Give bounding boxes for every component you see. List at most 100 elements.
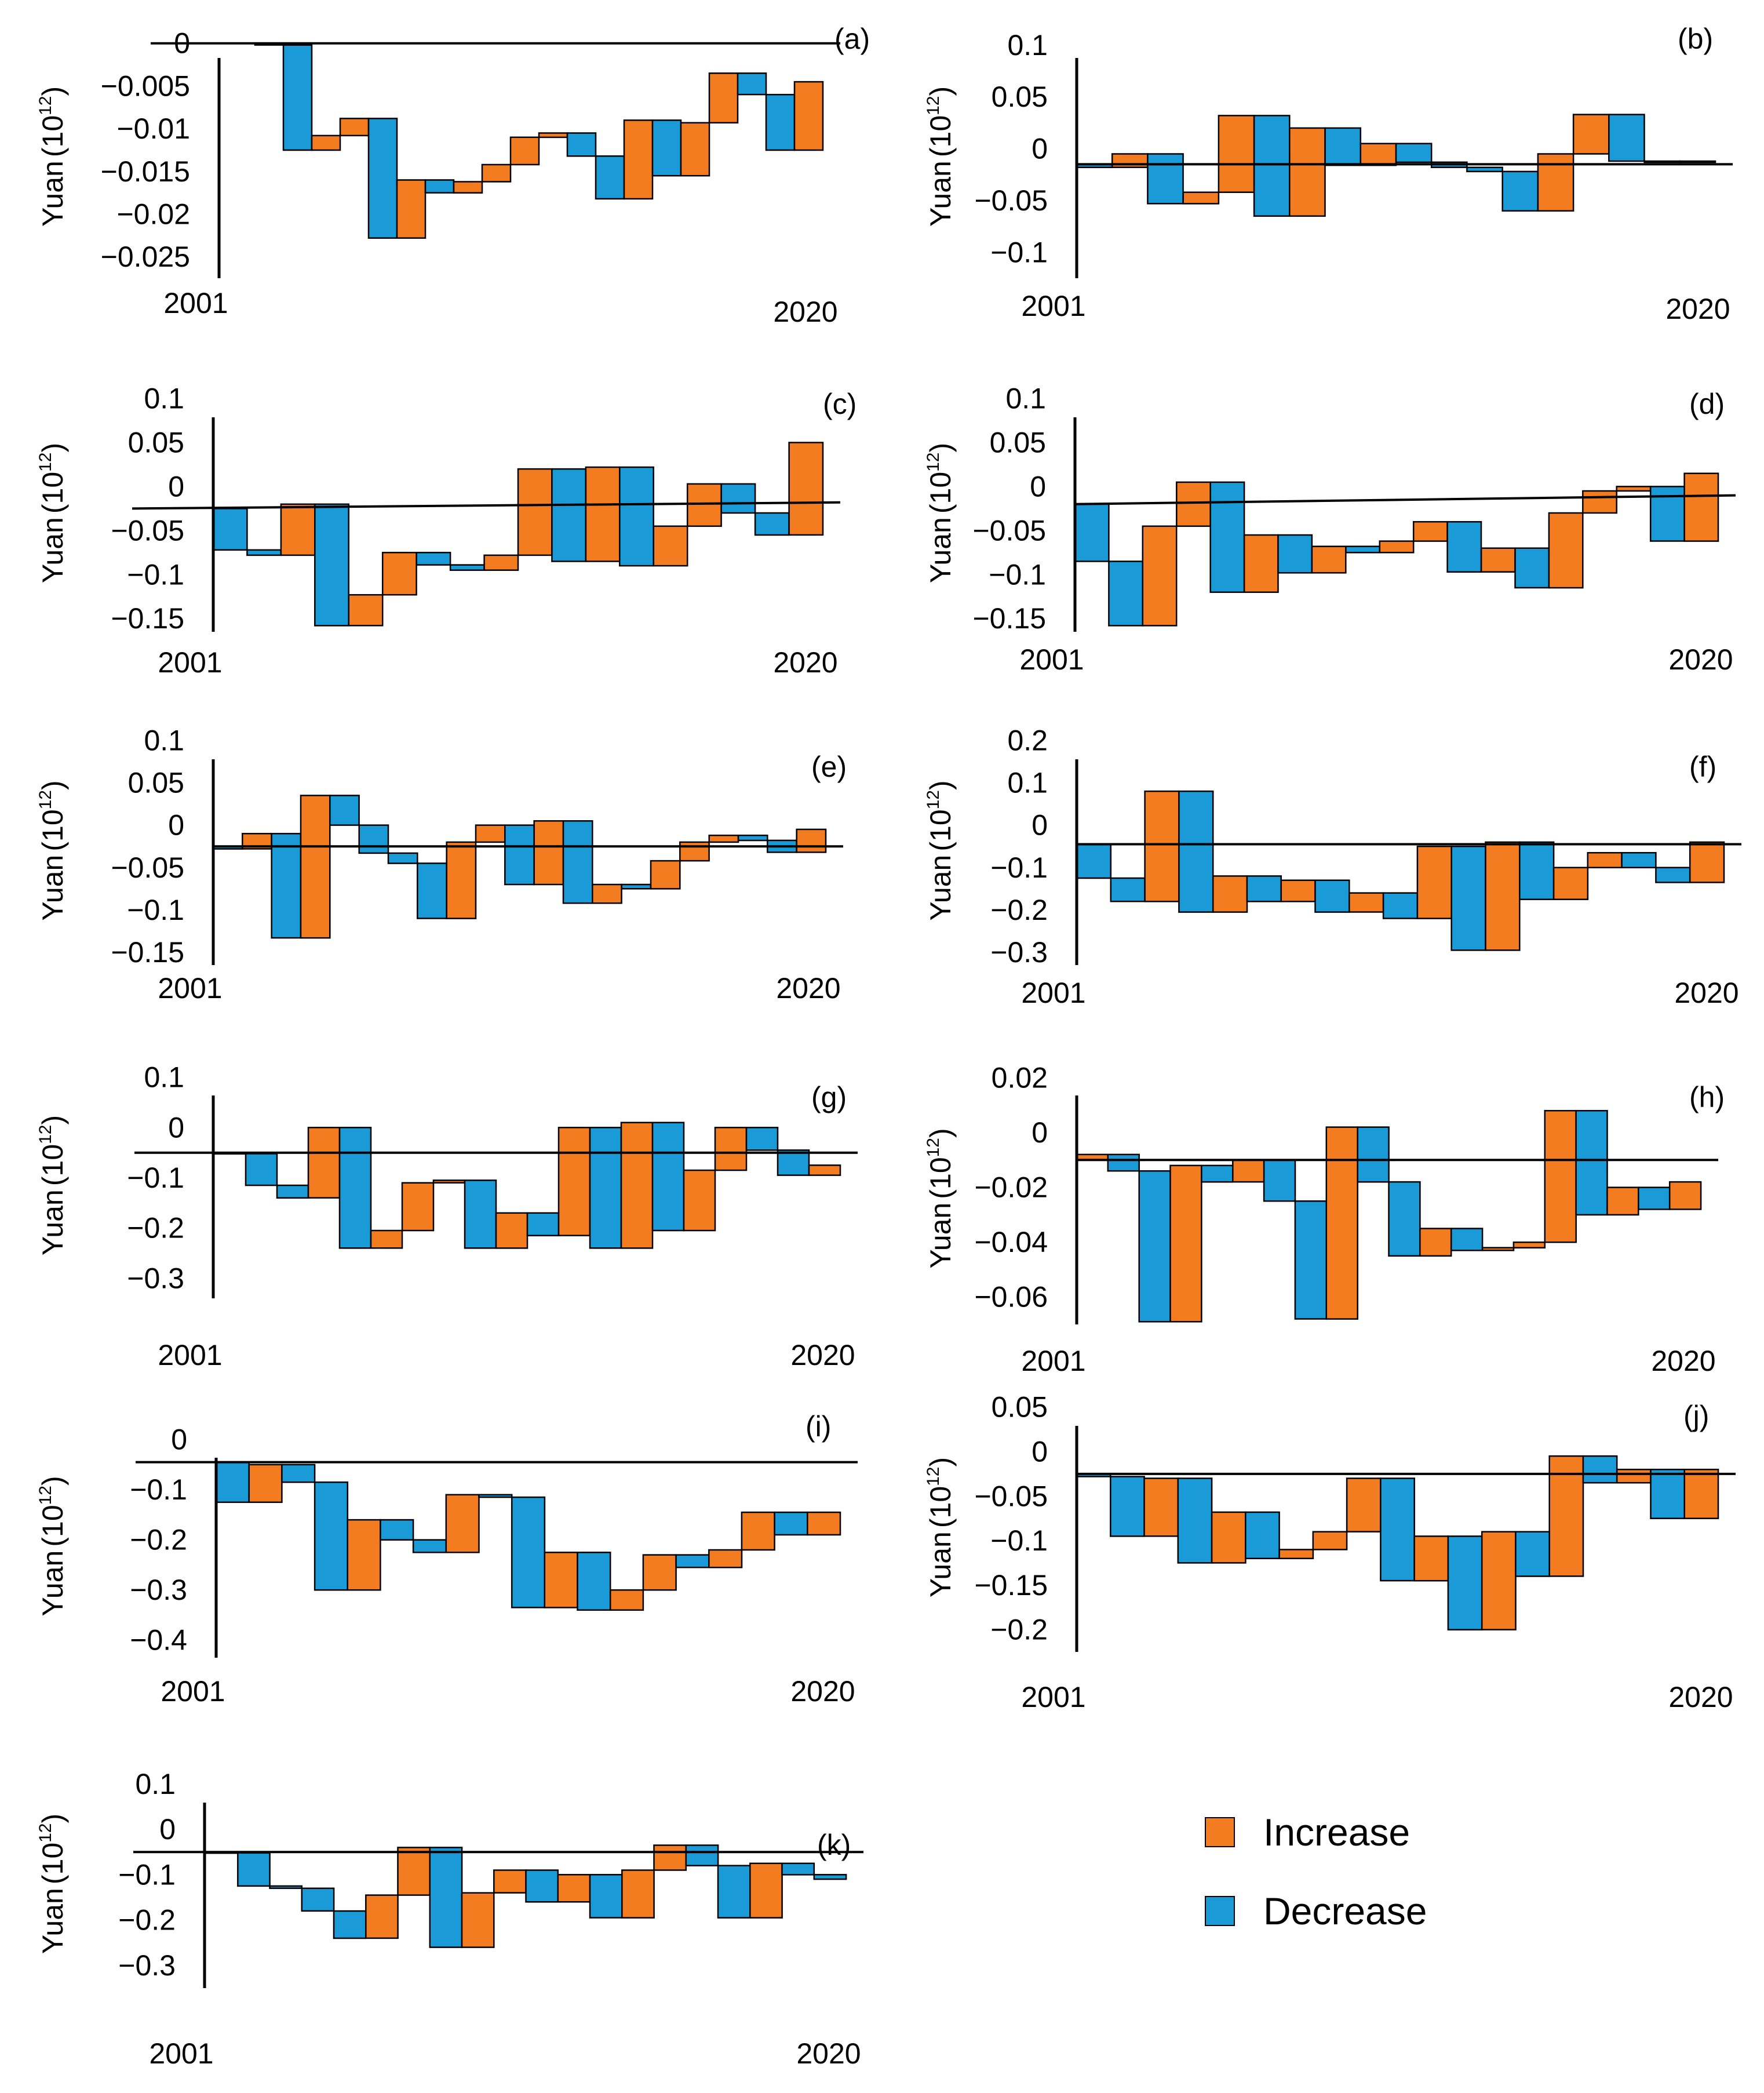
bar-f-9-increase [1348,892,1384,913]
bar-d-7-decrease [1277,534,1313,574]
x-tick-label-end-i: 2020 [790,1675,855,1708]
bar-i-3-decrease [281,1464,316,1483]
bar-j-10-decrease [1380,1477,1415,1582]
y-tick-label-h: −0.02 [974,1171,1048,1204]
bar-i-6-decrease [380,1519,414,1541]
x-tick-label-end-b: 2020 [1665,293,1730,325]
bar-c-3-increase [280,503,316,556]
y-axis-title-close: ) [924,86,957,96]
panel-label-g: (g) [811,1081,847,1113]
legend: Increase Decrease [1205,1811,1427,1932]
bar-k-8-decrease [429,1847,463,1948]
bar-d-5-decrease [1209,481,1245,593]
bar-i-4-decrease [314,1481,349,1591]
y-tick-label-a: −0.02 [116,198,190,231]
bar-i-10-decrease [511,1496,546,1608]
y-tick-label-i: −0.2 [130,1524,187,1556]
y-tick-label-e: −0.15 [111,936,184,969]
panel-label-d: (d) [1689,388,1725,420]
y-tick-label-b: 0.1 [1007,29,1048,61]
y-axis-title-exponent: 12 [36,1823,55,1843]
bar-e-21-increase [796,828,827,853]
bar-e-9-increase [446,841,477,919]
panel-k: 0.1 0 −0.1 −0.2 −0.3 (k) 2001 2020 Yuan (1012) [36,1768,863,2070]
panel-g: 0.1 0 −0.1 −0.2 −0.3 (g) 2001 2020 Yuan(1012) [36,1061,858,1371]
y-axis-title-text: Yuan [924,1531,957,1597]
y-axis-title-f: Yuan (1012) [924,780,957,920]
bar-b-5-increase [1218,115,1255,193]
panel-label-a: (a) [834,23,870,55]
y-tick-label-j: −0.1 [990,1524,1048,1557]
bar-f-8-decrease [1314,879,1350,913]
bar-b-10-decrease [1395,143,1433,163]
x-tick-label-start-k: 2001 [149,2037,213,2070]
y-tick-label-i: 0 [171,1424,187,1456]
panel-b: 0.1 0.05 0 −0.05 −0.1 (b) 2001 2020 Yuan (1012) [924,23,1733,325]
bar-h-5-decrease [1201,1164,1234,1183]
bar-e-18-increase [708,834,739,843]
bar-e-4-increase [300,795,331,939]
bar-g-2-decrease [245,1153,278,1186]
y-tick-label-c: −0.1 [127,558,184,591]
y-tick-label-j: −0.05 [974,1480,1048,1512]
bar-k-20-decrease [813,1874,847,1880]
y-tick-label-g: 0 [168,1111,184,1144]
bar-f-3-increase [1144,790,1180,902]
bar-g-14-increase [620,1122,654,1249]
x-tick-label-start-d: 2001 [1019,643,1084,676]
y-tick-label-g: 0.1 [144,1061,184,1094]
y-axis-title-close: ) [924,1128,957,1138]
bar-i-12-decrease [577,1552,611,1611]
bar-a-5-decrease [367,118,398,239]
bar-e-8-decrease [417,862,447,919]
bar-h-10-decrease [1357,1126,1390,1183]
bar-h-3-decrease [1138,1170,1171,1323]
bar-j-12-decrease [1447,1535,1483,1630]
y-axis-title-close: ) [924,443,957,453]
bar-k-9-increase [461,1892,495,1948]
y-axis-title-unit: (10 [924,1157,957,1199]
y-tick-label-c: −0.05 [111,514,184,547]
panel-label-h: (h) [1689,1081,1725,1113]
bar-k-13-decrease [589,1874,623,1919]
bar-c-14-increase [653,525,688,567]
bar-k-11-decrease [525,1869,559,1903]
y-axis-title-close: ) [37,1115,69,1125]
x-tick-label-end-h: 2020 [1651,1345,1715,1377]
bar-c-16-decrease [720,483,756,514]
bar-h-11-decrease [1388,1181,1421,1257]
panel-h: 0.02 0 −0.02 −0.04 −0.06 (h) 2001 2020 Yuan (1012… [924,1062,1725,1378]
bar-c-9-increase [483,554,519,571]
bar-d-2-decrease [1108,560,1144,627]
y-axis-title-text: Yuan [37,1888,69,1954]
bar-f-18-decrease [1655,867,1691,883]
bar-b-13-decrease [1501,170,1539,212]
bar-e-13-decrease [562,820,593,904]
bar-e-7-decrease [387,852,418,864]
bar-g-18-decrease [745,1127,779,1151]
bar-d-15-increase [1548,512,1584,589]
y-tick-label-d: −0.15 [972,602,1046,635]
panel-i: 0 −0.1 −0.2 −0.3 −0.4 (i) 2001 2020 Yuan (1012) [36,1410,858,1708]
bar-e-12-increase [533,820,564,886]
y-tick-label-e: −0.1 [127,894,184,926]
x-tick-label-start-a: 2001 [163,287,228,319]
bar-k-12-increase [557,1874,591,1903]
y-tick-label-e: 0.1 [144,724,184,756]
bar-j-11-increase [1413,1535,1449,1582]
bar-k-19-decrease [781,1862,815,1876]
bar-i-16-increase [708,1549,743,1568]
y-tick-label-d: 0 [1030,470,1046,503]
y-axis-title-unit: (10 [924,472,957,514]
bar-b-6-decrease [1253,115,1291,217]
y-tick-label-h: 0.02 [992,1062,1048,1094]
y-tick-label-h: 0 [1032,1116,1048,1149]
bar-c-1-decrease [212,508,248,551]
y-axis-title-unit: (10 [37,809,69,851]
bar-i-2-increase [248,1464,283,1504]
y-axis-title-unit: (10 [924,809,957,851]
bar-b-8-decrease [1324,127,1362,166]
y-axis-title-exponent: 12 [36,453,55,472]
y-tick-label-c: 0.1 [144,383,184,415]
